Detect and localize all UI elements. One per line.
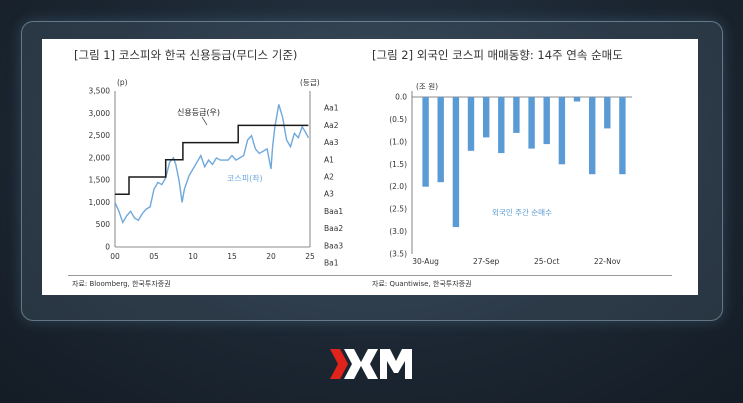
y-tick-label: (3.5): [389, 250, 407, 259]
x-tick-label: 20: [266, 252, 276, 261]
y2-tick-label: Baa2: [324, 224, 343, 233]
logo-x-left: [344, 349, 362, 379]
y-tick-label: 3,000: [89, 109, 111, 118]
y-tick-label: 3,500: [89, 87, 111, 96]
y2-tick-label: Aa3: [324, 138, 339, 147]
figure-2-title: [그림 2] 외국인 코스피 매매동향: 14주 연속 순매도: [372, 48, 623, 62]
logo-x-right: [360, 349, 378, 379]
x-tick-label: 27-Sep: [473, 257, 500, 266]
figure-2-source: 자료: Quantiwise, 한국투자증권: [372, 280, 472, 288]
series-annotation: 외국인 주간 순매수: [492, 207, 552, 217]
kospi-annotation: 코스피(좌): [227, 174, 263, 183]
figure-1-source: 자료: Bloomberg, 한국투자증권: [72, 280, 171, 288]
x-tick-label: 30-Aug: [412, 257, 439, 266]
y2-tick-label: Baa3: [324, 241, 343, 250]
y-tick-label: 1,500: [89, 176, 111, 185]
y2-tick-label: Baa1: [324, 207, 343, 216]
x-tick-label: 25: [305, 252, 315, 261]
y-tick-label: 500: [96, 220, 111, 229]
y-tick-label: (2.0): [389, 182, 407, 191]
y2-tick-label: A1: [324, 155, 334, 164]
y-tick-label: 1,000: [89, 198, 111, 207]
y2-tick-label: Ba1: [324, 259, 339, 268]
y2-tick-label: A3: [324, 190, 334, 199]
x-tick-label: 25-Oct: [534, 257, 559, 266]
bar: [422, 97, 429, 187]
foreign-flow-chart: (조 원) 0.0 (0.5) (1.0) (1.5) (2.0) (2.5) (3.0) (3…: [389, 82, 632, 266]
kospi-rating-chart: (p) (등급)05001,0001,5002,0002,5003,0003,50…: [89, 78, 344, 268]
bar: [498, 97, 505, 154]
kospi-line: [114, 104, 310, 225]
y-tick-label: 0: [105, 243, 110, 252]
bar: [437, 97, 444, 183]
bar: [619, 97, 626, 175]
logo-chevron: [330, 349, 348, 379]
y-tick-label: (1.0): [389, 137, 407, 146]
rating-annotation: 신용등급(우): [177, 108, 220, 117]
y-unit-label: (조 원): [416, 82, 438, 91]
y-tick-label: 0.0: [395, 93, 407, 102]
y-tick-label: 2,500: [89, 131, 111, 140]
bar: [589, 97, 596, 175]
xm-logo: [328, 347, 418, 381]
bar: [543, 97, 550, 145]
y-tick-label: (0.5): [389, 115, 407, 124]
bar: [452, 97, 460, 228]
bar: [604, 97, 611, 129]
rating-step-line: [115, 124, 309, 195]
y-tick-label: (3.0): [389, 227, 407, 236]
logo-m: [380, 349, 412, 379]
bar: [528, 97, 535, 149]
x-tick-label: 15: [227, 252, 237, 261]
y-unit-label: (p): [117, 78, 128, 87]
bar: [558, 97, 566, 165]
y-tick-label: (2.5): [389, 205, 407, 214]
bar: [513, 97, 520, 133]
source-divider: [68, 275, 672, 276]
x-tick-label: 10: [188, 252, 198, 261]
x-tick-label: 22-Nov: [594, 257, 621, 266]
y2-tick-label: Aa2: [324, 121, 339, 130]
y2-tick-label: A2: [324, 173, 334, 182]
figure-1-title: [그림 1] 코스피와 한국 신용등급(무디스 기준): [74, 48, 298, 62]
rating-annotation-leader: [201, 116, 208, 126]
y-tick-label: (1.5): [389, 160, 407, 169]
report-panel: [그림 1] 코스피와 한국 신용등급(무디스 기준) [그림 2] 외국인 코…: [42, 39, 698, 295]
y2-unit-label: (등급): [300, 78, 320, 87]
y2-tick-label: Aa1: [324, 104, 339, 113]
x-tick-label: 05: [149, 252, 159, 261]
x-tick-label: 00: [110, 252, 120, 261]
bar: [573, 97, 581, 102]
bar: [467, 97, 475, 151]
bar: [483, 97, 490, 138]
y-tick-label: 2,000: [89, 153, 111, 162]
